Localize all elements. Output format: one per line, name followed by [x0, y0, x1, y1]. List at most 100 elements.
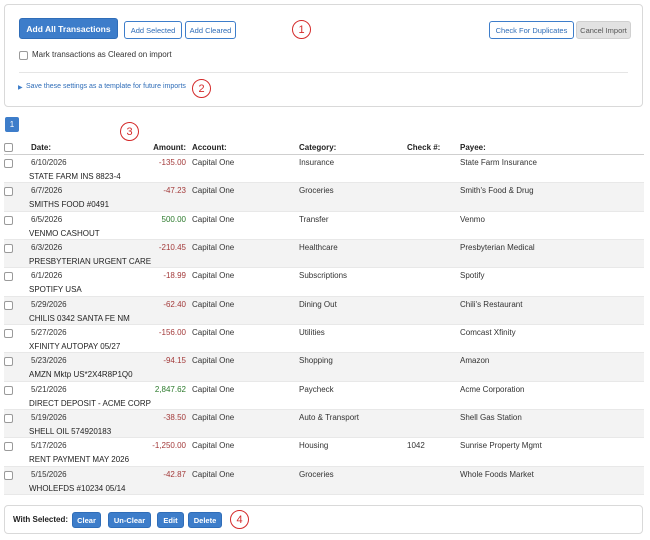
row-select-checkbox[interactable] — [4, 470, 13, 480]
row-date: 5/15/2026 — [31, 469, 67, 479]
table-row[interactable]: 6/5/2026 500.00 Capital One Transfer Venmo VE… — [4, 212, 644, 240]
row-description: WHOLEFDS #10234 05/14 — [29, 483, 126, 493]
row-select-checkbox[interactable] — [4, 328, 13, 338]
row-payee: Presbyterian Medical — [460, 242, 535, 252]
table-row[interactable]: 5/21/2026 2,847.62 Capital One Paycheck Acme… — [4, 382, 644, 410]
row-category: Healthcare — [299, 242, 338, 252]
row-account: Capital One — [192, 384, 235, 394]
row-description: SPOTIFY USA — [29, 285, 82, 295]
row-account: Capital One — [192, 469, 235, 479]
row-amount: -42.87 — [163, 469, 186, 479]
row-description: PRESBYTERIAN URGENT CARE — [29, 256, 152, 266]
row-category: Paycheck — [299, 384, 334, 394]
unclear-button[interactable]: Un-Clear — [108, 512, 151, 528]
row-category: Transfer — [299, 214, 329, 224]
amount-column-header[interactable]: Amount: — [153, 143, 186, 152]
row-category: Insurance — [299, 158, 335, 167]
row-description: AMZN Mktp US*2X4R8P1Q0 — [29, 370, 133, 380]
import-settings-panel: Add All Transactions Add Selected Add Cl… — [4, 4, 643, 107]
row-category: Housing — [299, 441, 329, 451]
row-payee: Amazon — [460, 356, 490, 366]
row-account: Capital One — [192, 271, 235, 281]
row-payee: Shell Gas Station — [460, 412, 522, 422]
row-description: CHILIS 0342 SANTA FE NM — [29, 313, 130, 323]
table-row[interactable]: 5/19/2026 -38.50 Capital One Auto & Transpo… — [4, 409, 644, 439]
row-select-checkbox[interactable] — [4, 272, 13, 282]
with-selected-label: With Selected: — [13, 515, 69, 524]
row-amount: 500.00 — [161, 214, 186, 224]
row-category: Dining Out — [299, 299, 337, 309]
add-all-transactions-button[interactable]: Add All Transactions — [19, 18, 118, 39]
row-select-checkbox[interactable] — [4, 385, 13, 395]
account-column-header[interactable]: Account: — [192, 143, 227, 152]
cancel-import-button[interactable]: Cancel Import — [576, 21, 631, 39]
row-account: Capital One — [192, 242, 235, 252]
row-payee: Comcast Xfinity — [460, 327, 516, 337]
row-amount: -94.15 — [163, 356, 186, 366]
table-row[interactable]: 5/15/2026 -42.87 Capital One Groceries Whole… — [4, 466, 644, 495]
select-all-checkbox[interactable] — [4, 143, 13, 152]
mark-cleared-checkbox[interactable] — [19, 51, 28, 60]
row-select-checkbox[interactable] — [4, 187, 13, 197]
table-row[interactable]: 5/29/2026 -62.40 Capital One Dining Out Chil… — [4, 296, 644, 325]
add-cleared-button[interactable]: Add Cleared — [185, 21, 236, 39]
row-description: SHELL OIL 574920183 — [29, 426, 112, 436]
row-payee: Whole Foods Market — [460, 469, 534, 479]
row-payee: Sunrise Property Mgmt — [460, 441, 542, 451]
row-payee: Chili's Restaurant — [460, 299, 523, 309]
mark-cleared-label: Mark transactions as Cleared on import — [32, 50, 172, 59]
table-row[interactable]: 5/17/2026 -1,250.00 Capital One Housing 1042… — [4, 438, 644, 467]
row-description: XFINITY AUTOPAY 05/27 — [29, 341, 121, 351]
row-select-checkbox[interactable] — [4, 159, 13, 168]
callout-marker-1: 1 — [292, 20, 311, 39]
row-date: 6/5/2026 — [31, 214, 63, 224]
category-column-header[interactable]: Category: — [299, 143, 337, 152]
add-selected-button[interactable]: Add Selected — [124, 21, 182, 39]
row-date: 5/19/2026 — [31, 412, 67, 422]
page-1-button[interactable]: 1 — [5, 117, 19, 132]
row-select-checkbox[interactable] — [4, 215, 13, 225]
row-amount: 2,847.62 — [154, 384, 186, 394]
table-row[interactable]: 5/27/2026 -156.00 Capital One Utilities Comc… — [4, 325, 644, 354]
row-description: DIRECT DEPOSIT - ACME CORP — [29, 398, 151, 408]
table-row[interactable]: 5/23/2026 -94.15 Capital One Shopping Amazon… — [4, 353, 644, 382]
row-account: Capital One — [192, 214, 235, 224]
row-amount: -210.45 — [158, 242, 186, 252]
save-template-link[interactable]: Save these settings as a template for fu… — [26, 83, 186, 90]
row-select-checkbox[interactable] — [4, 300, 13, 310]
row-description: VENMO CASHOUT — [29, 228, 100, 238]
row-account: Capital One — [192, 356, 235, 366]
table-row[interactable]: 6/7/2026 -47.23 Capital One Groceries Smith'… — [4, 183, 644, 212]
transactions-table-header: Date: Amount: Account: Category: Check #… — [4, 139, 644, 155]
row-date: 5/21/2026 — [31, 384, 67, 394]
row-category: Utilities — [299, 327, 325, 337]
row-date: 5/23/2026 — [31, 356, 67, 366]
table-row[interactable]: 6/1/2026 -18.99 Capital One Subscriptions Sp… — [4, 268, 644, 297]
row-select-checkbox[interactable] — [4, 413, 13, 423]
row-amount: -1,250.00 — [152, 441, 186, 451]
row-category: Auto & Transport — [299, 412, 360, 422]
row-check-number: 1042 — [407, 441, 425, 451]
row-category: Shopping — [299, 356, 333, 366]
check-for-duplicates-button[interactable]: Check For Duplicates — [489, 21, 574, 39]
row-payee: Acme Corporation — [460, 384, 525, 394]
row-payee: Smith's Food & Drug — [460, 186, 534, 196]
table-row[interactable]: 6/3/2026 -210.45 Capital One Healthcare Pres… — [4, 239, 644, 269]
row-date: 6/3/2026 — [31, 242, 63, 252]
clear-button[interactable]: Clear — [72, 512, 101, 528]
row-date: 6/10/2026 — [31, 158, 67, 167]
row-date: 6/7/2026 — [31, 186, 63, 196]
row-account: Capital One — [192, 158, 235, 167]
edit-button[interactable]: Edit — [157, 512, 184, 528]
payee-column-header[interactable]: Payee: — [460, 143, 486, 152]
panel-divider — [19, 72, 628, 73]
row-select-checkbox[interactable] — [4, 442, 13, 452]
delete-button[interactable]: Delete — [188, 512, 222, 528]
row-select-checkbox[interactable] — [4, 243, 13, 253]
table-row[interactable]: 6/10/2026 -135.00 Capital One Insurance Stat… — [4, 155, 644, 184]
check-number-column-header[interactable]: Check #: — [407, 143, 441, 152]
row-select-checkbox[interactable] — [4, 357, 13, 367]
row-amount: -62.40 — [163, 299, 186, 309]
row-amount: -135.00 — [158, 158, 186, 167]
date-column-header[interactable]: Date: — [31, 143, 52, 152]
